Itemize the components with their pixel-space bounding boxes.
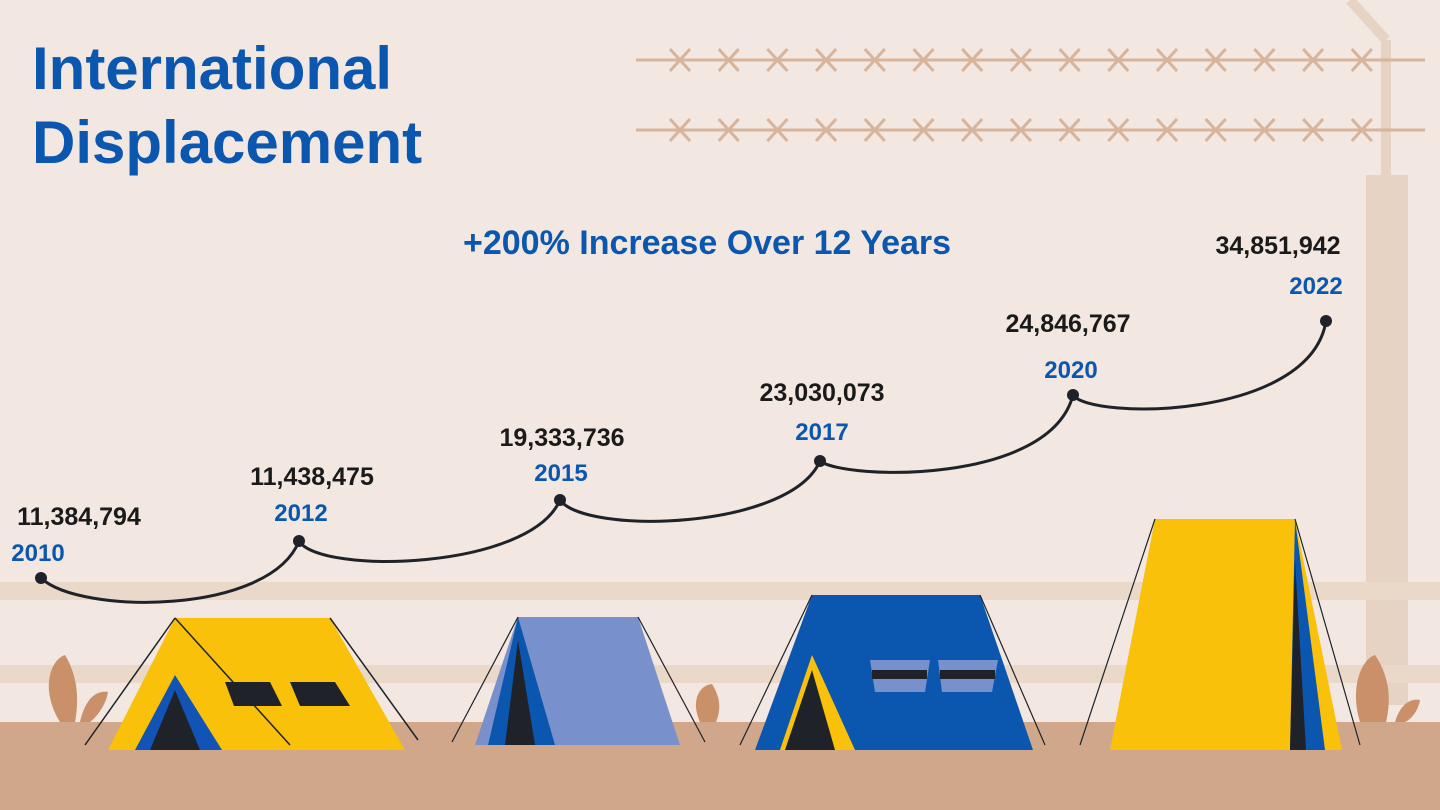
title: International Displacement <box>32 35 423 176</box>
year-label: 2020 <box>1044 357 1098 384</box>
tent <box>1079 518 1361 750</box>
value-label: 34,851,942 <box>1215 232 1341 260</box>
timeline-dot <box>554 494 566 506</box>
value-label: 23,030,073 <box>759 379 885 407</box>
plants <box>48 655 1420 722</box>
value-label: 19,333,736 <box>499 424 625 452</box>
barbed-wire <box>636 47 1425 143</box>
year-label: 2012 <box>274 500 328 527</box>
timeline-dot <box>35 572 47 584</box>
subtitle: +200% Increase Over 12 Years <box>463 224 952 262</box>
tent <box>84 617 419 750</box>
value-label: 11,384,794 <box>17 503 141 531</box>
year-label: 2017 <box>795 419 849 446</box>
year-label: 2022 <box>1289 273 1343 300</box>
tent <box>451 616 706 745</box>
year-label: 2010 <box>11 540 65 567</box>
timeline-dot <box>814 455 826 467</box>
value-label: 24,846,767 <box>1005 310 1131 338</box>
timeline-dot <box>293 535 305 547</box>
fence-post <box>1346 0 1408 705</box>
tent <box>739 594 1046 750</box>
timeline-dots <box>35 315 1332 584</box>
timeline-curve <box>39 320 1328 604</box>
value-label: 11,438,475 <box>250 463 374 491</box>
timeline-dot <box>1067 389 1079 401</box>
timeline-dot <box>1320 315 1332 327</box>
year-label: 2015 <box>534 460 588 487</box>
